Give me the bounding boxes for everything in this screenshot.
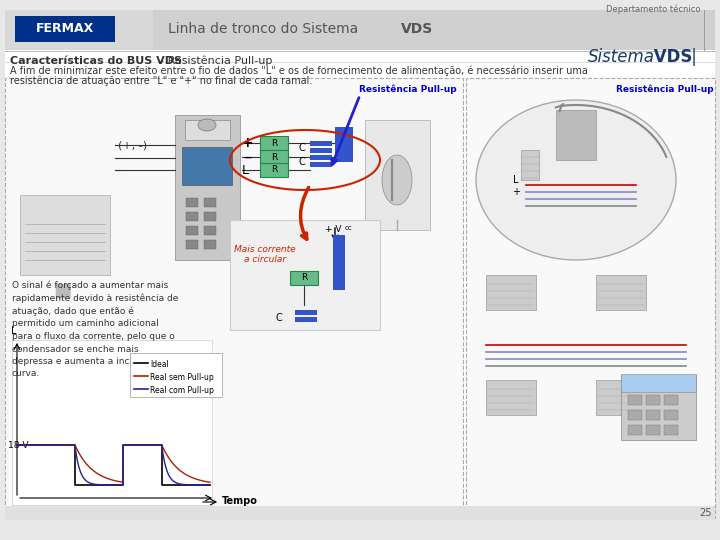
Text: (+, -): (+, -) [118, 140, 147, 150]
Bar [664, 395, 678, 405]
Text: C: C [299, 157, 305, 167]
Text: A fim de minimizar este efeito entre o fio de dados "L" e os de fornecimento de : A fim de minimizar este efeito entre o f… [10, 66, 588, 77]
Bar [556, 110, 596, 160]
Text: FERMAX: FERMAX [36, 23, 94, 36]
Bar [664, 410, 678, 420]
Bar [204, 198, 216, 207]
Text: – Resistência Pull-up: – Resistência Pull-up [155, 56, 272, 66]
Text: C: C [299, 143, 305, 153]
Text: Linha de tronco do Sistema: Linha de tronco do Sistema [168, 22, 363, 36]
Bar [290, 271, 318, 285]
Bar [204, 226, 216, 235]
Text: R: R [271, 165, 277, 174]
Text: Resistência Pull-up: Resistência Pull-up [359, 85, 457, 94]
Bar [153, 10, 715, 50]
Text: L: L [12, 326, 17, 336]
Bar [5, 506, 715, 520]
Bar [295, 317, 317, 322]
Bar [186, 226, 198, 235]
Bar [310, 141, 332, 146]
Bar [596, 275, 646, 310]
Bar [335, 127, 353, 162]
Bar [15, 16, 115, 42]
Text: + V: + V [325, 225, 341, 234]
Text: 25: 25 [700, 508, 712, 518]
Bar [333, 235, 345, 290]
Bar [628, 425, 642, 435]
Bar [260, 136, 288, 150]
Bar [295, 310, 317, 315]
Text: L: L [241, 164, 248, 177]
Text: 18 V: 18 V [8, 441, 29, 449]
Bar [186, 212, 198, 221]
Bar [175, 115, 240, 260]
Text: Real com Pull-up: Real com Pull-up [150, 386, 214, 395]
Bar [310, 162, 332, 167]
Bar [186, 198, 198, 207]
Text: Tempo: Tempo [222, 496, 258, 506]
Text: C: C [275, 313, 282, 323]
Text: +: + [241, 136, 253, 150]
Text: Características do BUS VDS: Características do BUS VDS [10, 56, 182, 66]
Bar [646, 410, 660, 420]
Text: ■: ■ [53, 280, 71, 299]
Bar [260, 163, 288, 177]
Bar [230, 220, 380, 330]
Text: Sistema: Sistema [588, 48, 655, 66]
Bar [628, 410, 642, 420]
Bar [646, 425, 660, 435]
Bar [12, 340, 212, 505]
Text: +: + [512, 187, 520, 197]
Ellipse shape [476, 100, 676, 260]
Bar [182, 147, 232, 185]
Text: resistência de atuação entre "L" e "+" no final de cada ramal.: resistência de atuação entre "L" e "+" n… [10, 75, 312, 85]
Bar [466, 78, 715, 518]
Text: VDS: VDS [648, 48, 693, 66]
Bar [185, 120, 230, 140]
Bar [260, 150, 288, 164]
Ellipse shape [382, 155, 412, 205]
Bar [5, 10, 153, 50]
Text: |: | [686, 48, 697, 66]
Bar [20, 195, 110, 275]
Bar [130, 353, 222, 397]
Text: Resistência Pull-up: Resistência Pull-up [616, 85, 714, 94]
Bar [486, 380, 536, 415]
Text: R: R [301, 273, 307, 282]
Text: Real sem Pull-up: Real sem Pull-up [150, 373, 214, 382]
Bar [621, 374, 696, 392]
Bar [628, 395, 642, 405]
Text: L: L [513, 175, 518, 185]
Bar [204, 212, 216, 221]
Text: R: R [271, 152, 277, 161]
Bar [186, 240, 198, 249]
Bar [521, 150, 539, 180]
Text: Ideal: Ideal [150, 360, 168, 369]
Bar [646, 395, 660, 405]
Bar [5, 78, 463, 518]
Text: Mais corrente
a circular: Mais corrente a circular [234, 245, 296, 265]
Bar [365, 120, 430, 230]
Text: Departamento técnico: Departamento técnico [606, 5, 700, 15]
Bar [621, 375, 696, 440]
Text: O sinal é forçado a aumentar mais
rapidamente devido à resistência de
atuação, d: O sinal é forçado a aumentar mais rapida… [12, 280, 179, 379]
Text: –: – [243, 148, 251, 166]
Text: cc: cc [345, 225, 353, 231]
Bar [204, 240, 216, 249]
Bar [596, 380, 646, 415]
Text: VDS: VDS [401, 22, 433, 36]
Bar [310, 148, 332, 153]
Text: R: R [271, 138, 277, 147]
Ellipse shape [198, 119, 216, 131]
Bar [310, 155, 332, 160]
Bar [486, 275, 536, 310]
Bar [664, 425, 678, 435]
